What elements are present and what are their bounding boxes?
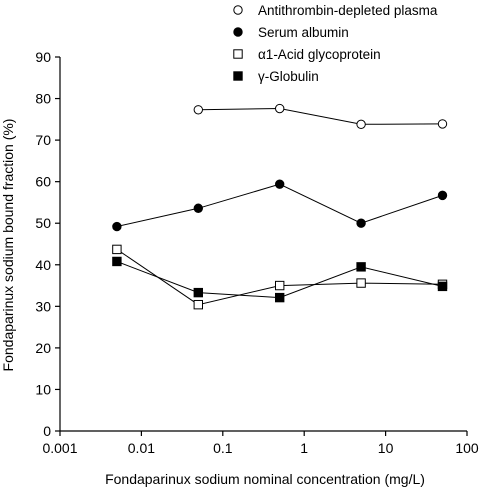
data-point	[193, 105, 203, 115]
legend-item: Serum albumin	[233, 25, 349, 40]
x-axis-title: Fondaparinux sodium nominal concentratio…	[105, 471, 425, 487]
y-tick-label: 40	[35, 257, 51, 273]
data-point	[356, 218, 366, 228]
legend-marker	[233, 27, 243, 37]
series	[193, 103, 448, 130]
legend-item: α1-Acid glycoprotein	[233, 47, 381, 62]
data-point	[437, 190, 448, 201]
data-point	[437, 119, 448, 129]
legend-label: γ-Globulin	[258, 69, 319, 84]
y-tick-label: 80	[35, 91, 51, 107]
data-point	[193, 287, 203, 298]
x-tick-label: 0.001	[42, 440, 77, 456]
legend-marker	[233, 49, 243, 59]
legend-marker	[233, 5, 243, 15]
series-layer	[112, 103, 448, 310]
data-point	[274, 103, 285, 114]
legend-label: Antithrombin-depleted plasma	[258, 3, 438, 18]
data-point	[356, 262, 366, 272]
legend-item: γ-Globulin	[233, 69, 319, 84]
series	[112, 256, 448, 303]
y-tick-label: 50	[35, 215, 51, 231]
legend-label: α1-Acid glycoprotein	[258, 47, 381, 62]
data-point	[356, 278, 366, 288]
data-point	[356, 119, 366, 130]
x-tick-label: 10	[378, 440, 394, 456]
series-line	[198, 107, 443, 125]
data-point	[112, 221, 122, 232]
axes	[59, 57, 467, 432]
legend: Antithrombin-depleted plasma Serum albumi…	[233, 3, 438, 84]
x-tick-label: 1	[300, 440, 308, 456]
data-point	[193, 203, 203, 213]
data-point	[274, 179, 285, 189]
y-tick-label: 10	[35, 381, 51, 397]
y-tick-label: 60	[35, 174, 51, 190]
series	[112, 179, 448, 232]
data-point	[274, 292, 285, 303]
y-tick-label: 30	[35, 298, 51, 314]
y-tick-label: 20	[35, 340, 51, 356]
legend-marker	[233, 71, 243, 81]
data-point	[112, 244, 122, 255]
data-point	[193, 299, 203, 310]
ticks: 0 10 20 30 40 50 60 70 80 90 0.001 0.01 0.1 1 10 100	[35, 49, 478, 456]
data-point	[437, 281, 448, 292]
legend-label: Serum albumin	[258, 25, 349, 40]
series-line	[116, 261, 443, 299]
data-point	[274, 280, 285, 291]
legend-item: Antithrombin-depleted plasma	[233, 3, 438, 18]
y-tick-label: 90	[35, 49, 51, 65]
y-axis-title: Fondaparinux sodium bound fraction (%)	[0, 119, 16, 372]
x-tick-label: 100	[455, 440, 479, 456]
data-point	[112, 256, 122, 267]
x-tick-label: 0.01	[128, 440, 155, 456]
y-tick-label: 70	[35, 132, 51, 148]
x-tick-label: 0.1	[213, 440, 233, 456]
series-line	[116, 183, 443, 227]
y-tick-label: 0	[43, 423, 51, 439]
